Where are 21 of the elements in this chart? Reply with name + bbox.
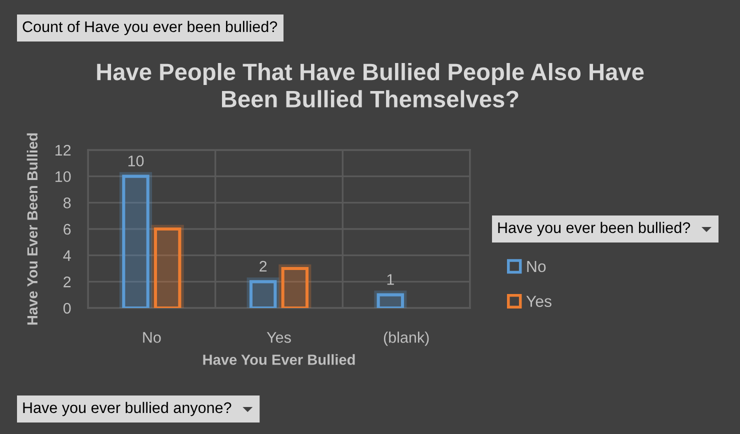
- y-tick-label: 8: [64, 198, 71, 208]
- y-tick-label: 4: [63, 250, 71, 261]
- text: Have you ever bullied anyone?: [23, 402, 232, 416]
- legend-label: No: [527, 260, 546, 272]
- x-tick-label: No: [143, 332, 161, 343]
- y-tick-label: 2: [64, 276, 71, 288]
- x-tick-label: (blank): [384, 332, 429, 346]
- y-tick-label: 0: [63, 302, 71, 314]
- data-label: 1: [387, 274, 394, 285]
- chart-title: Have People That Have Bullied People Also Have Been Bullied Themselves?: [97, 63, 644, 108]
- data-label: 10: [128, 156, 144, 166]
- y-tick-label: 10: [56, 171, 71, 182]
- legend-title: Have you ever been bullied?: [498, 222, 690, 236]
- y-tick-label: 6: [64, 224, 71, 235]
- legend-label: Yes: [526, 296, 552, 307]
- data-label: 2: [260, 260, 267, 272]
- x-axis-title: Have You Ever Bullied: [203, 354, 355, 365]
- text: Count of Have you ever been bullied?: [22, 20, 278, 36]
- x-tick-label: Yes: [266, 332, 291, 343]
- y-tick-label: 12: [56, 144, 71, 156]
- y-axis-title: Have You Ever Been Bullied: [26, 133, 38, 325]
